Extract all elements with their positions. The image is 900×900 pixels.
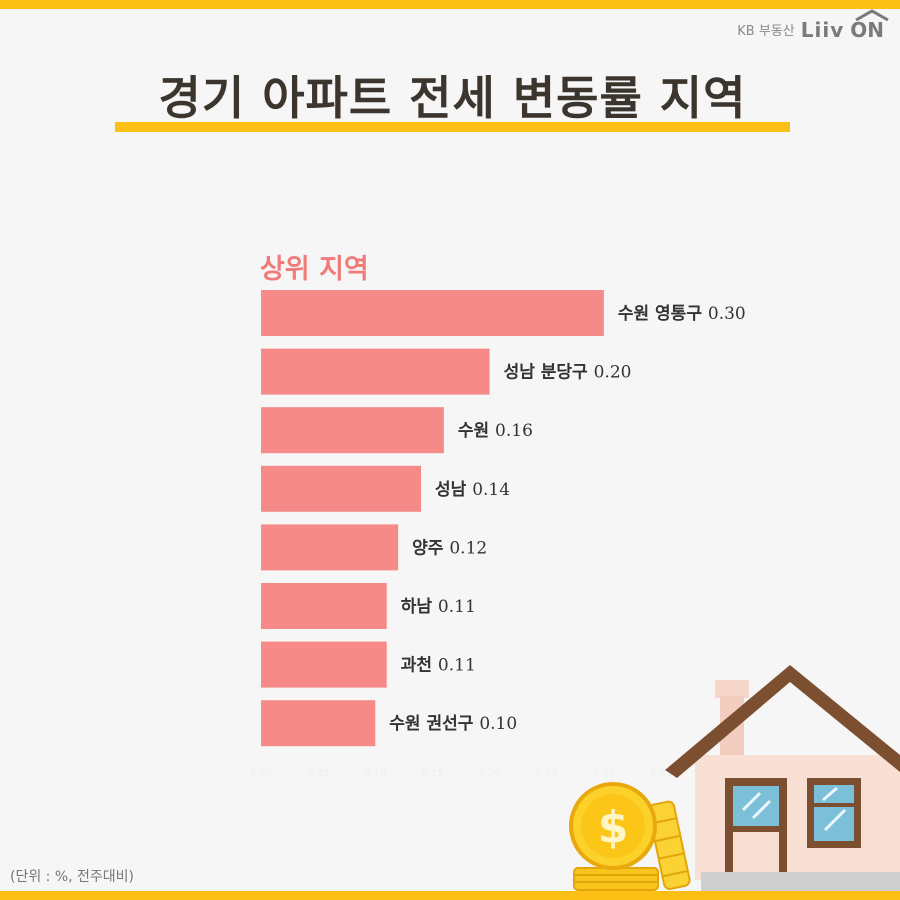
- brand-on-label: ON: [850, 18, 884, 42]
- bar-value-label: 0.14: [472, 480, 510, 500]
- page-title: 경기 아파트 전세 변동률 지역: [158, 71, 747, 125]
- bar-value-label: 0.30: [708, 304, 746, 324]
- bar-label: 수원 0.16: [458, 421, 533, 441]
- bar-label: 하남 0.11: [401, 597, 476, 617]
- brand-on-text: ON: [850, 9, 889, 42]
- x-tick-label: 0.00: [250, 768, 272, 779]
- coin-icon: $: [569, 782, 691, 891]
- bar: [261, 524, 399, 571]
- bar-label: 성남 분당구 0.20: [504, 363, 632, 383]
- bottom-accent-bar: [0, 891, 900, 900]
- bar: [261, 583, 387, 629]
- bar-category-label: 양주: [412, 538, 449, 558]
- brand-logo: KB 부동산 Liiv ON: [737, 9, 889, 42]
- bar-label: 수원 영통구 0.30: [618, 304, 746, 324]
- roof-icon: [855, 9, 889, 21]
- x-tick-label: 0.20: [478, 768, 500, 779]
- bar: [261, 465, 421, 512]
- bar-category-label: 수원 권선구: [389, 714, 479, 734]
- bar-value-label: 0.11: [438, 656, 476, 676]
- bar-category-label: 과천: [401, 656, 438, 676]
- bar: [261, 407, 444, 454]
- bar-value-label: 0.16: [495, 421, 533, 441]
- bar: [261, 348, 490, 395]
- bar-value-label: 0.20: [594, 363, 632, 383]
- x-tick-label: 0.25: [536, 768, 558, 779]
- bar-category-label: 수원 영통구: [618, 304, 708, 324]
- bar-value-label: 0.12: [449, 538, 487, 558]
- x-tick-label: 0.10: [364, 768, 386, 779]
- chart-section-title: 상위 지역: [260, 254, 369, 285]
- unit-footnote: (단위 : %, 전주대비): [10, 869, 135, 885]
- title-underline: [115, 122, 790, 132]
- bar-value-label: 0.11: [438, 597, 476, 617]
- brand-liiv-text: Liiv: [800, 18, 845, 42]
- bar-category-label: 하남: [401, 597, 438, 617]
- bar: [261, 700, 376, 747]
- bar-label: 과천 0.11: [401, 656, 476, 676]
- bar-category-label: 성남 분당구: [504, 363, 594, 383]
- bar-value-label: 0.10: [479, 714, 517, 734]
- page-title-block: 경기 아파트 전세 변동률 지역: [115, 62, 790, 132]
- bar-category-label: 수원: [458, 421, 495, 441]
- x-tick-label: 0.15: [421, 768, 443, 779]
- bar: [261, 290, 604, 336]
- x-tick-label: 0.30: [593, 768, 615, 779]
- x-tick-label: 0.05: [307, 768, 329, 779]
- bar-label: 성남 0.14: [435, 480, 510, 500]
- bar-label: 양주 0.12: [412, 538, 487, 558]
- brand-kb-text: KB 부동산: [737, 24, 795, 39]
- x-tick-label: 0.35: [650, 768, 672, 779]
- bar-label: 수원 권선구 0.10: [389, 714, 517, 734]
- top-accent-bar: [0, 0, 900, 9]
- bar: [261, 641, 387, 688]
- bar-category-label: 성남: [435, 480, 472, 500]
- house-icon: [665, 665, 900, 892]
- svg-text:$: $: [598, 802, 629, 853]
